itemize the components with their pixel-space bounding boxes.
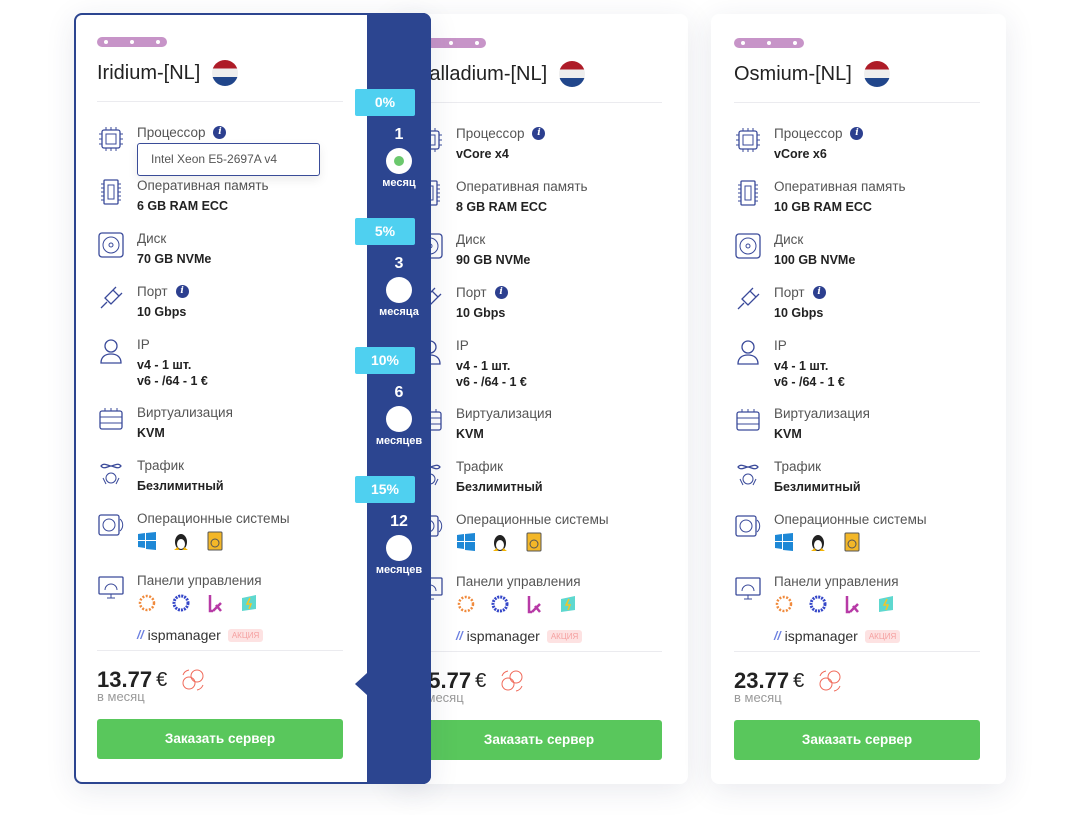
divider — [416, 102, 662, 103]
divider — [734, 102, 980, 103]
plan-title: Palladium-[NL] — [416, 61, 586, 87]
fastpanel-icon — [876, 594, 896, 614]
plesk-icon — [171, 593, 191, 613]
info-icon[interactable]: i — [532, 127, 546, 140]
info-icon[interactable]: i — [494, 286, 508, 299]
pointer-arrow — [355, 673, 367, 695]
ram-icon — [101, 179, 121, 205]
discount-badge: 0% — [355, 89, 415, 116]
linux-icon — [808, 532, 828, 552]
plan-title: Osmium-[NL] — [734, 61, 890, 87]
plesk-icon — [808, 594, 828, 614]
os-icon — [98, 514, 124, 536]
fastpanel-icon — [239, 593, 259, 613]
panels-icon — [98, 576, 124, 599]
term-radio[interactable] — [386, 277, 412, 303]
iso-icon — [524, 532, 544, 552]
ispmanager-logo: //ispmanager АКЦИЯ — [456, 628, 583, 644]
cpu-tooltip: Intel Xeon E5-2697A v4 — [137, 143, 320, 176]
currency-exchange-icon — [819, 670, 841, 692]
plan-card-palladium: Palladium-[NL] Процессор i vCore x4 Оператив… — [393, 14, 688, 784]
price: 13.77 € — [97, 667, 207, 693]
cpanel-icon — [774, 594, 794, 614]
ram-icon — [738, 180, 758, 206]
cpu-icon — [99, 127, 123, 151]
ip-icon — [100, 339, 122, 364]
linux-icon — [171, 531, 191, 551]
price-period: в месяц — [734, 690, 782, 705]
windows-icon — [774, 532, 794, 552]
netherlands-flag-icon — [212, 60, 239, 86]
iso-icon — [205, 531, 225, 551]
divider — [97, 101, 343, 102]
plan-card-osmium: Osmium-[NL] Процессор i vCore x6 Оперативная… — [711, 14, 1006, 784]
info-icon[interactable]: i — [812, 286, 826, 299]
order-server-button[interactable]: Заказать сервер — [734, 720, 980, 760]
plan-tag — [97, 37, 167, 47]
plan-card-iridium: Iridium-[NL] Процессор i Оперативная память… — [74, 13, 431, 784]
price: 23.77 € — [734, 668, 844, 694]
price-period: в месяц — [97, 689, 145, 704]
term-option-1[interactable]: 1 месяц — [382, 126, 416, 189]
ispmanager-logo: //ispmanager АКЦИЯ — [137, 627, 264, 643]
divider — [734, 651, 980, 652]
plesk-icon — [490, 594, 510, 614]
info-icon[interactable]: i — [213, 126, 227, 139]
netherlands-flag-icon — [559, 61, 586, 87]
promo-badge: АКЦИЯ — [546, 629, 583, 643]
windows-icon — [137, 531, 157, 551]
disk-icon — [735, 233, 761, 259]
term-radio[interactable] — [386, 406, 412, 432]
info-icon[interactable]: i — [175, 285, 189, 298]
order-server-button[interactable]: Заказать сервер — [416, 720, 662, 760]
ip-icon — [737, 340, 759, 365]
currency-exchange-icon — [501, 670, 523, 692]
plan-title: Iridium-[NL] — [97, 60, 239, 86]
billing-period-panel: 0% 1 месяц 5% 3 месяца 10% 6 месяцев 15% 12 мес… — [355, 13, 431, 784]
cpu-icon — [736, 128, 760, 152]
divider — [97, 650, 343, 651]
discount-badge: 10% — [355, 347, 415, 374]
os-icon — [735, 515, 761, 537]
traffic-icon — [737, 464, 759, 486]
plan-tag — [734, 38, 804, 48]
divider — [416, 651, 662, 652]
promo-badge: АКЦИЯ — [227, 628, 264, 642]
term-option-6[interactable]: 6 месяцев — [375, 384, 423, 447]
virt-icon — [99, 408, 123, 430]
virt-icon — [736, 409, 760, 431]
disk-icon — [98, 232, 124, 258]
port-icon — [737, 287, 760, 310]
iso-icon — [842, 532, 862, 552]
discount-badge: 5% — [355, 218, 415, 245]
fastpanel-icon — [558, 594, 578, 614]
cpanel-icon — [456, 594, 476, 614]
term-radio[interactable] — [386, 535, 412, 561]
port-icon — [100, 286, 123, 309]
currency-exchange-icon — [182, 669, 204, 691]
traffic-icon — [100, 463, 122, 485]
vesta-icon — [524, 594, 544, 614]
netherlands-flag-icon — [863, 61, 890, 87]
windows-icon — [456, 532, 476, 552]
promo-badge: АКЦИЯ — [864, 629, 901, 643]
term-option-3[interactable]: 3 месяца — [379, 255, 419, 318]
panels-icon — [735, 577, 761, 600]
discount-badge: 15% — [355, 476, 415, 503]
ispmanager-logo: //ispmanager АКЦИЯ — [774, 628, 901, 644]
vesta-icon — [205, 593, 225, 613]
term-radio[interactable] — [386, 148, 412, 174]
info-icon[interactable]: i — [850, 127, 864, 140]
linux-icon — [490, 532, 510, 552]
vesta-icon — [842, 594, 862, 614]
order-server-button[interactable]: Заказать сервер — [97, 719, 343, 759]
term-option-12[interactable]: 12 месяцев — [375, 513, 423, 576]
cpanel-icon — [137, 593, 157, 613]
